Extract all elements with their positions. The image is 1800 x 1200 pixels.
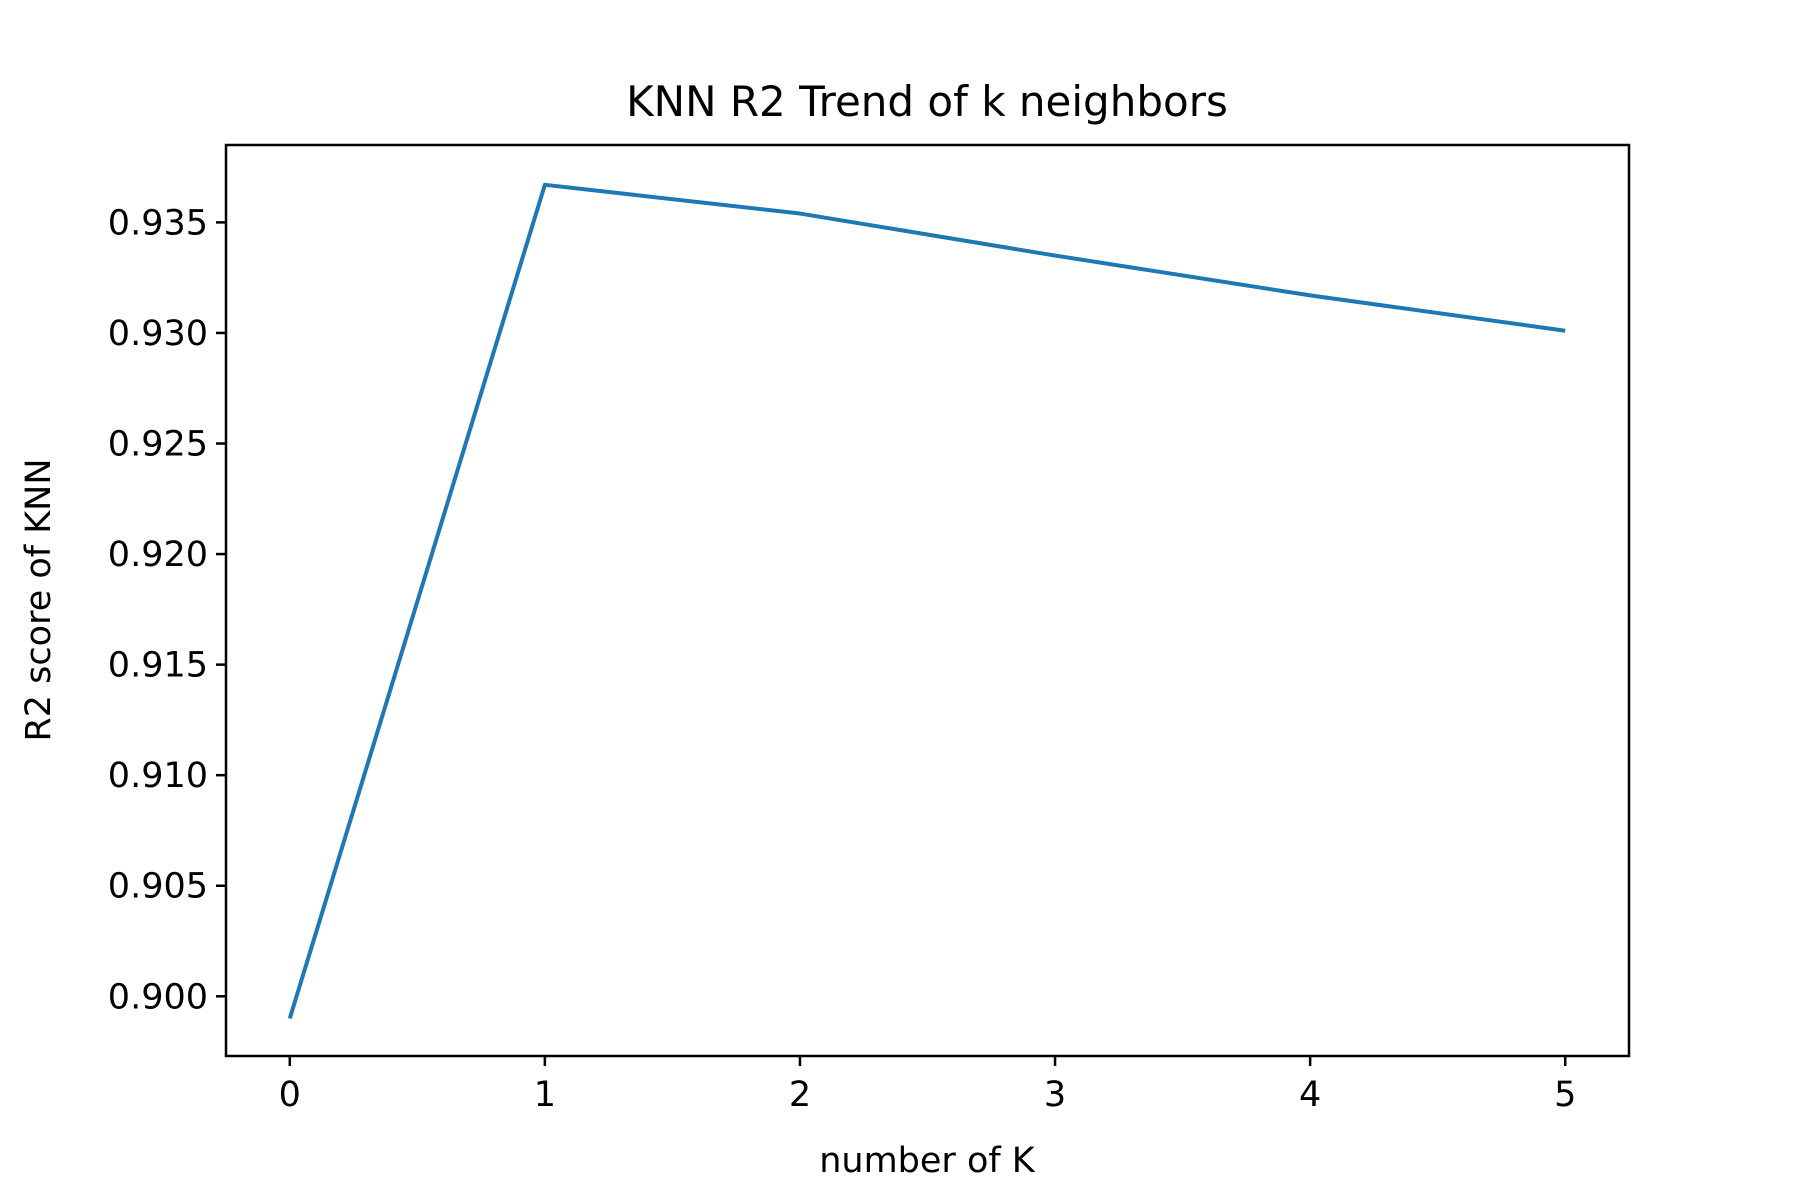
x-tick-label: 3: [1044, 1075, 1066, 1115]
y-tick-label: 0.900: [108, 977, 208, 1017]
x-tick-label: 5: [1554, 1075, 1576, 1115]
x-tick-label: 1: [534, 1075, 556, 1115]
y-tick-label: 0.925: [108, 425, 208, 465]
x-tick-label: 4: [1299, 1075, 1321, 1115]
plot-frame: [224, 143, 1631, 1058]
y-axis-ticks: 0.900 0.905 0.910 0.915 0.920 0.925 0.930 0.935: [108, 203, 226, 1017]
x-tick-label: 2: [789, 1075, 811, 1115]
y-axis-label: R2 score of KNN: [19, 458, 59, 741]
x-tick-label: 0: [279, 1075, 301, 1115]
chart-title: KNN R2 Trend of k neighbors: [626, 77, 1228, 126]
y-tick-label: 0.930: [108, 314, 208, 354]
y-tick-label: 0.905: [108, 867, 208, 907]
y-tick-label: 0.910: [108, 756, 208, 796]
series-line: [287, 182, 1566, 1019]
x-axis-label: number of K: [819, 1141, 1036, 1181]
y-tick-label: 0.915: [108, 646, 208, 686]
x-axis-ticks: 0 1 2 3 4 5: [279, 1056, 1576, 1115]
y-tick-label: 0.935: [108, 203, 208, 243]
y-tick-label: 0.920: [108, 535, 208, 575]
